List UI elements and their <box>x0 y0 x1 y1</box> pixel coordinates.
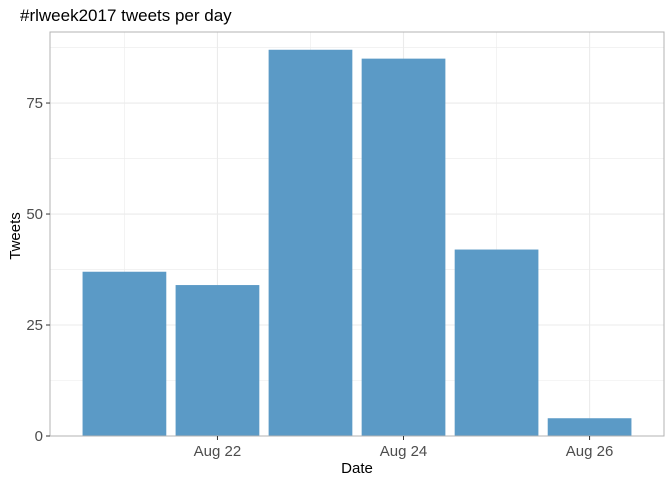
y-axis-ticks: 0 25 50 75 <box>26 95 50 445</box>
x-axis-title: Date <box>341 460 373 477</box>
bar <box>454 249 539 436</box>
y-axis-title: Tweets <box>7 212 24 260</box>
panel-border <box>49 31 665 437</box>
bar <box>547 418 632 436</box>
chart-title: #rlweek2017 tweets per day <box>20 6 232 25</box>
x-tick-label: Aug 26 <box>566 443 614 460</box>
x-tick-label: Aug 24 <box>380 443 428 460</box>
y-tick-label: 75 <box>26 95 43 112</box>
bar <box>175 285 260 436</box>
bars <box>82 49 632 437</box>
x-axis-ticks: Aug 22 Aug 24 Aug 26 <box>194 436 614 460</box>
bar <box>82 271 167 436</box>
bar <box>268 49 353 437</box>
y-tick-label: 50 <box>26 206 43 223</box>
y-tick-label: 25 <box>26 317 43 334</box>
y-tick-label: 0 <box>35 428 43 445</box>
bar <box>361 58 446 437</box>
x-tick-label: Aug 22 <box>194 443 242 460</box>
